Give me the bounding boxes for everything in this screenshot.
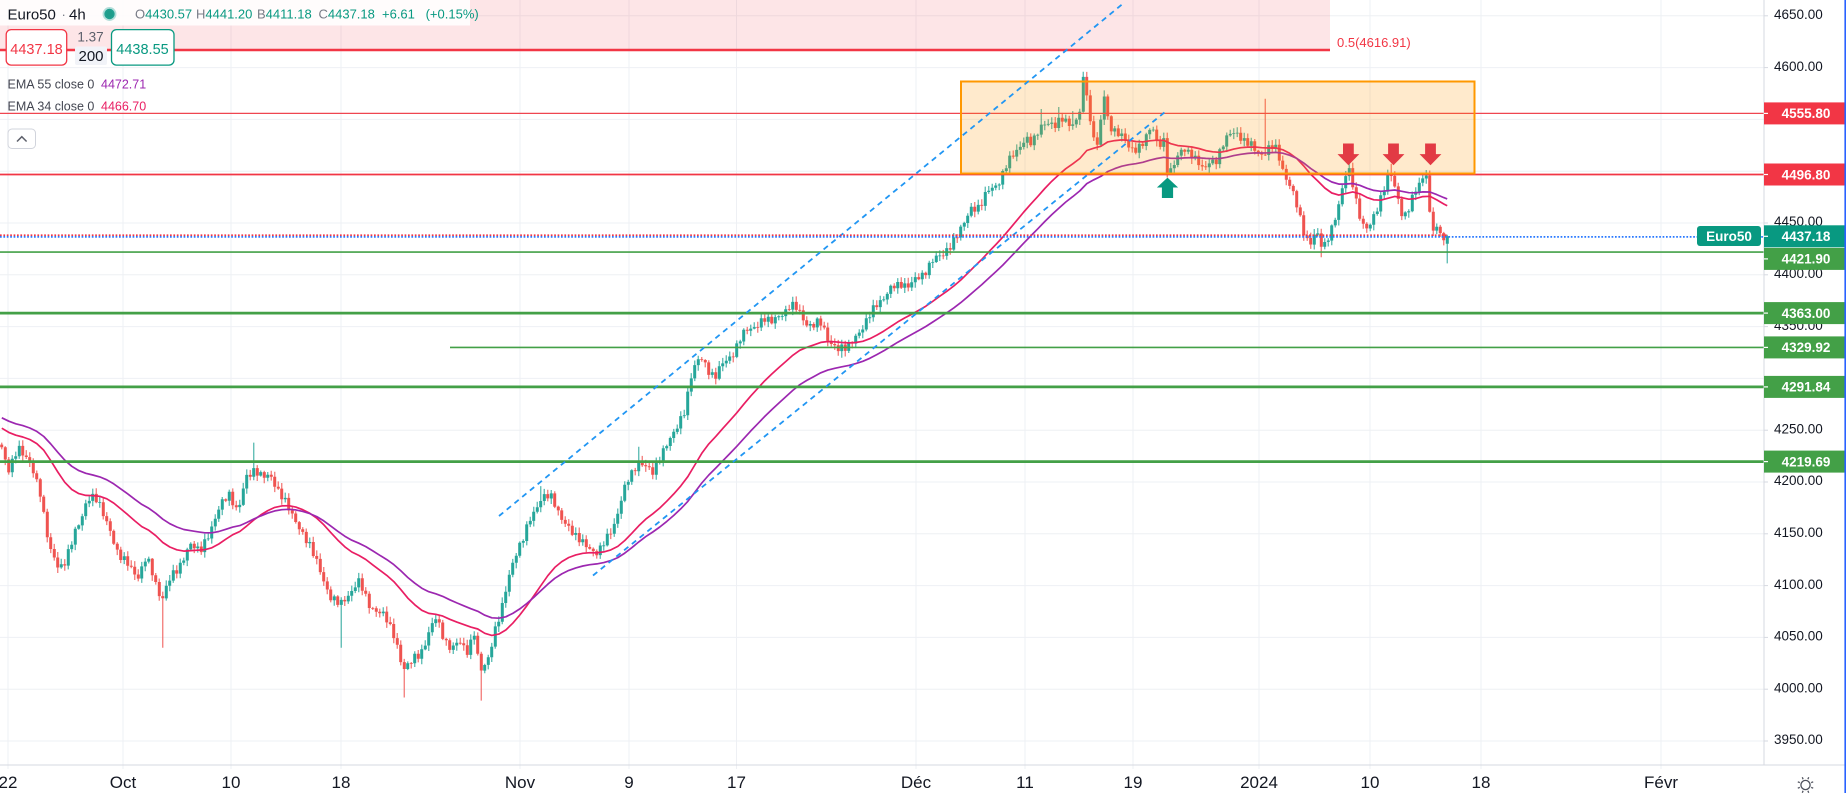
svg-text:4437.18: 4437.18 xyxy=(10,42,62,58)
svg-text:17: 17 xyxy=(727,773,746,792)
svg-text:2024: 2024 xyxy=(1240,773,1278,792)
svg-text:10: 10 xyxy=(222,773,241,792)
svg-text:4291.84: 4291.84 xyxy=(1782,380,1831,395)
svg-text:Nov: Nov xyxy=(505,773,536,792)
svg-text:4555.80: 4555.80 xyxy=(1782,106,1831,121)
svg-text:19: 19 xyxy=(1124,773,1143,792)
svg-text:4363.00: 4363.00 xyxy=(1782,306,1831,321)
svg-text:4438.55: 4438.55 xyxy=(116,42,168,58)
svg-text:0.5(4616.91): 0.5(4616.91) xyxy=(1337,35,1411,50)
svg-text:11: 11 xyxy=(1016,773,1034,792)
svg-text:4219.69: 4219.69 xyxy=(1782,454,1831,469)
svg-text:4472.71: 4472.71 xyxy=(101,78,146,92)
svg-text:4496.80: 4496.80 xyxy=(1782,167,1831,182)
svg-text:Euro50: Euro50 xyxy=(1706,229,1752,244)
svg-text:·: · xyxy=(62,7,66,22)
svg-text:Oct: Oct xyxy=(110,773,137,792)
svg-text:200: 200 xyxy=(78,48,103,65)
svg-text:4466.70: 4466.70 xyxy=(101,100,146,114)
svg-text:Déc: Déc xyxy=(901,773,932,792)
svg-text:10: 10 xyxy=(1361,773,1380,792)
svg-text:4200.00: 4200.00 xyxy=(1774,473,1823,488)
svg-text:4421.90: 4421.90 xyxy=(1782,252,1831,267)
svg-text:4100.00: 4100.00 xyxy=(1774,577,1823,592)
svg-text:4600.00: 4600.00 xyxy=(1774,59,1823,74)
svg-text:18: 18 xyxy=(1472,773,1491,792)
svg-text:4437.18: 4437.18 xyxy=(1782,229,1831,244)
svg-text:9: 9 xyxy=(624,773,633,792)
svg-text:22: 22 xyxy=(0,773,17,792)
svg-text:EMA 34 close 0: EMA 34 close 0 xyxy=(8,100,95,114)
svg-text:18: 18 xyxy=(332,773,351,792)
svg-text:3950.00: 3950.00 xyxy=(1774,732,1823,747)
svg-text:4000.00: 4000.00 xyxy=(1774,680,1823,695)
svg-text:4050.00: 4050.00 xyxy=(1774,629,1823,644)
svg-text:1.37: 1.37 xyxy=(77,30,103,45)
svg-text:4250.00: 4250.00 xyxy=(1774,421,1823,436)
svg-text:4h: 4h xyxy=(69,7,86,24)
svg-text:Févr: Févr xyxy=(1644,773,1678,792)
svg-text:4650.00: 4650.00 xyxy=(1774,7,1823,22)
svg-text:Euro50: Euro50 xyxy=(8,7,56,24)
svg-text:EMA 55 close 0: EMA 55 close 0 xyxy=(8,78,95,92)
svg-text:4150.00: 4150.00 xyxy=(1774,525,1823,540)
svg-text:4329.92: 4329.92 xyxy=(1782,340,1831,355)
